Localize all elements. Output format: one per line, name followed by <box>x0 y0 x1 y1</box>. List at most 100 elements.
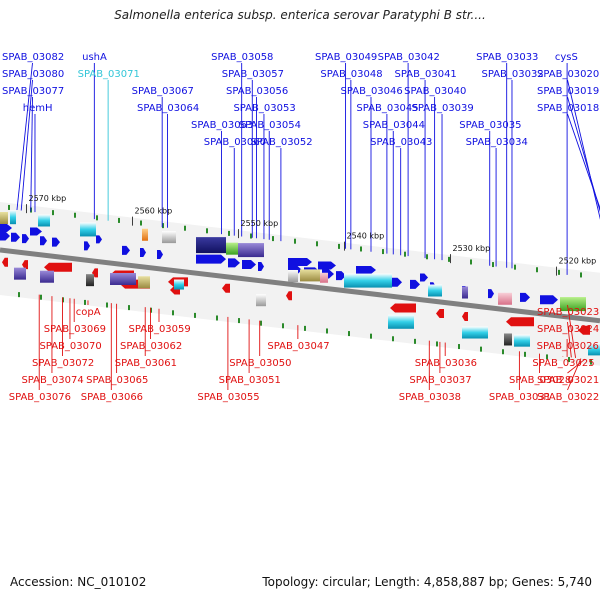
forward-gene-label: SPAB_03034 <box>466 137 528 148</box>
reverse-gene-arrow <box>390 303 416 313</box>
forward-leader-line <box>20 79 33 211</box>
reverse-gene-label: SPAB_03062 <box>120 341 182 352</box>
reverse-gene-label: SPAB_03076 <box>9 392 71 403</box>
reverse-gene-label: SPAB_03022 <box>537 392 599 403</box>
forward-gene-label: ushA <box>82 52 107 63</box>
reverse-gene-label: SPAB_03066 <box>81 392 143 403</box>
forward-gene-label: SPAB_03020 <box>537 69 599 80</box>
forward-gene-arrow <box>11 232 20 242</box>
rail-mark <box>40 294 42 300</box>
map-title: Salmonella enterica subsp. enterica sero… <box>114 8 486 22</box>
forward-gene-arrow <box>336 271 346 281</box>
reverse-gene-label: SPAB_03021 <box>537 375 599 386</box>
rail-mark <box>228 230 230 236</box>
rail-mark <box>492 262 494 268</box>
feature-box <box>110 272 136 285</box>
forward-gene-label: hemH <box>23 103 53 114</box>
rail-mark <box>338 243 340 249</box>
reverse-gene-label: SPAB_03028 <box>509 375 571 386</box>
rail-mark <box>18 292 20 298</box>
forward-gene-label: SPAB_03035 <box>459 120 521 131</box>
rail-mark <box>558 269 560 275</box>
reverse-gene-label: SPAB_03023 <box>537 307 599 318</box>
rail-mark <box>348 331 350 337</box>
rail-mark <box>370 333 372 339</box>
forward-gene-label: SPAB_03048 <box>320 69 382 80</box>
rail-mark <box>502 349 504 355</box>
forward-gene-arrow <box>420 273 428 282</box>
forward-gene-arrow <box>52 237 60 247</box>
feature-box <box>462 286 468 299</box>
rail-mark <box>580 272 582 278</box>
rail-mark <box>272 236 274 242</box>
forward-gene-arrow <box>0 231 10 241</box>
feature-box <box>588 343 600 356</box>
rail-mark <box>74 212 76 218</box>
reverse-gene-arrow <box>286 291 292 301</box>
rail-mark <box>524 351 526 357</box>
forward-gene-arrow <box>540 295 558 305</box>
feature-box <box>226 242 238 255</box>
forward-gene-arrow <box>242 260 256 270</box>
reverse-gene-label: SPAB_03061 <box>115 358 177 369</box>
reverse-gene-label: SPAB_03025 <box>532 358 594 369</box>
forward-gene-label: SPAB_03056 <box>226 86 288 97</box>
reverse-gene-label: SPAB_03024 <box>537 324 599 335</box>
forward-gene-label: SPAB_03053 <box>233 103 295 114</box>
rail-mark <box>536 267 538 273</box>
rail-mark <box>414 338 416 344</box>
accession-text: Accession: NC_010102 <box>10 575 147 589</box>
forward-gene-arrow <box>0 224 12 232</box>
rail-mark <box>480 346 482 352</box>
rail-mark <box>184 225 186 231</box>
forward-gene-arrow <box>520 292 530 302</box>
forward-gene-label: SPAB_03060 <box>204 137 266 148</box>
forward-gene-arrow <box>288 257 312 266</box>
forward-gene-label: SPAB_03045 <box>356 103 418 114</box>
reverse-gene-label: SPAB_03047 <box>267 341 329 352</box>
rail-mark <box>250 233 252 239</box>
forward-gene-label: SPAB_03071 <box>78 69 140 80</box>
forward-gene-label: SPAB_03042 <box>378 52 440 63</box>
forward-gene-arrow <box>228 258 240 268</box>
forward-gene-label: SPAB_03046 <box>341 86 403 97</box>
rail-mark <box>106 302 108 308</box>
forward-gene-arrow <box>96 235 102 244</box>
feature-box <box>86 274 94 287</box>
forward-gene-label: SPAB_03058 <box>211 52 273 63</box>
reverse-gene-arrow <box>222 283 230 293</box>
reverse-gene-label: SPAB_03036 <box>415 358 477 369</box>
rail-mark <box>316 241 318 247</box>
rail-mark <box>62 297 64 303</box>
forward-gene-arrow <box>196 254 226 264</box>
forward-leader-line <box>30 96 33 212</box>
reverse-leader-line <box>567 321 572 358</box>
forward-gene-label: SPAB_03032 <box>481 69 543 80</box>
rail-mark <box>436 341 438 347</box>
reverse-gene-arrow <box>462 312 468 322</box>
rail-mark <box>162 223 164 229</box>
forward-gene-label: SPAB_03041 <box>395 69 457 80</box>
kbp-tick-label: 2530 kbp <box>453 244 491 253</box>
rail-mark <box>282 323 284 329</box>
rail-mark <box>382 249 384 255</box>
forward-gene-arrow <box>392 277 402 287</box>
feature-box <box>388 314 414 329</box>
reverse-gene-label: SPAB_03038 <box>399 392 461 403</box>
rail-mark <box>128 305 130 311</box>
forward-gene-label: SPAB_03040 <box>404 86 466 97</box>
forward-gene-label: SPAB_03067 <box>132 86 194 97</box>
forward-gene-label: SPAB_03044 <box>363 120 425 131</box>
rail-mark <box>260 320 262 326</box>
feature-box <box>428 284 442 297</box>
feature-box <box>196 237 226 254</box>
rail-mark <box>304 325 306 331</box>
feature-box <box>498 292 512 305</box>
feature-box <box>256 294 266 307</box>
forward-gene-arrow <box>140 248 146 258</box>
forward-gene-arrow <box>258 261 264 271</box>
reverse-gene-label: SPAB_03055 <box>197 392 259 403</box>
reverse-gene-arrow <box>506 317 534 327</box>
rail-mark <box>514 264 516 270</box>
